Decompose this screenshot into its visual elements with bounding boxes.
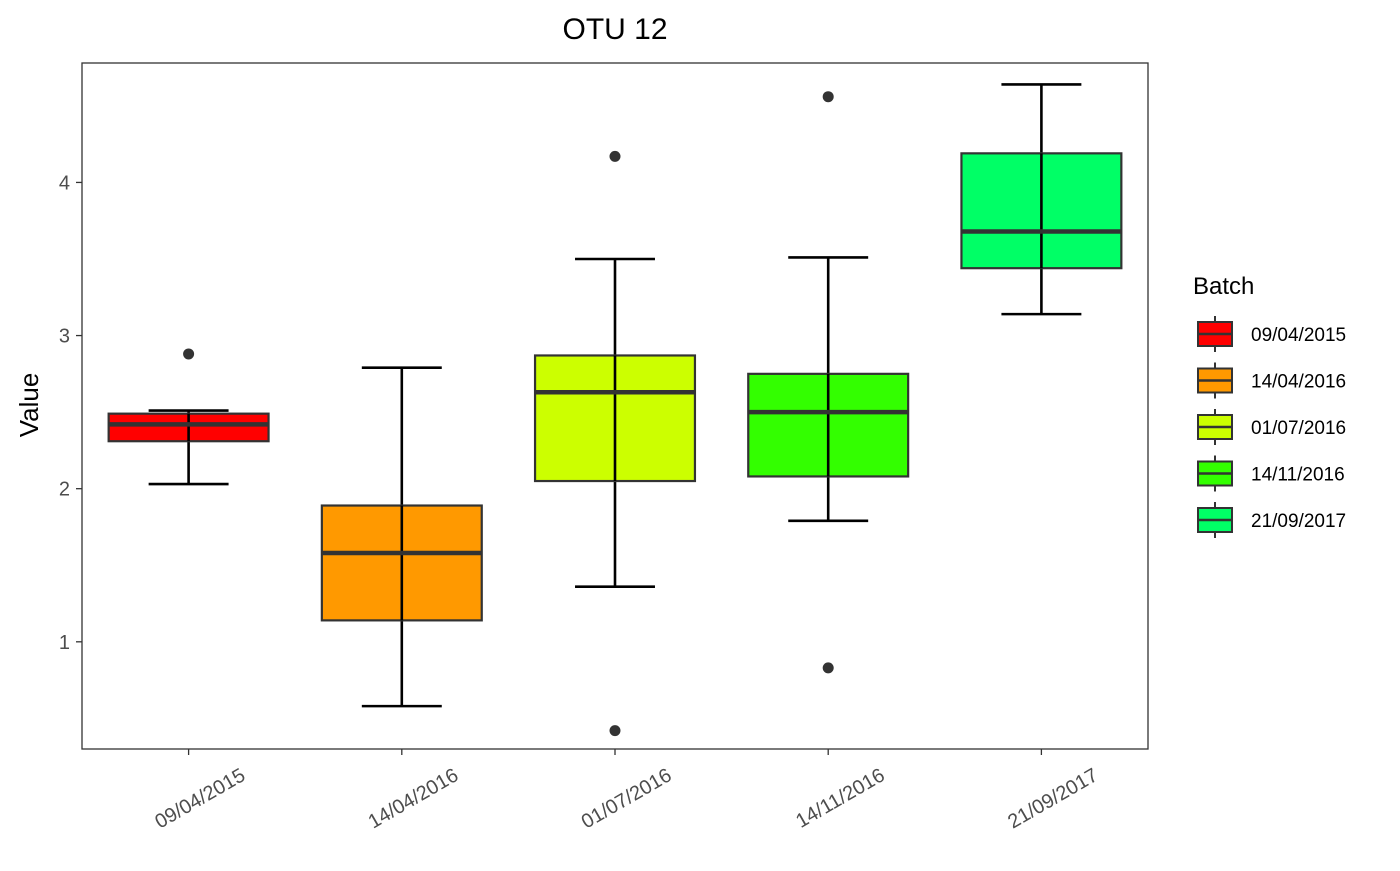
legend-item: 21/09/2017 bbox=[1197, 502, 1346, 538]
outlier-point bbox=[609, 725, 621, 737]
y-tick-label: 2 bbox=[59, 479, 70, 501]
box-group bbox=[747, 91, 910, 674]
legend-item: 14/11/2016 bbox=[1197, 455, 1345, 492]
box-group bbox=[533, 150, 697, 737]
legend-label: 14/04/2016 bbox=[1251, 372, 1346, 393]
legend-item: 09/04/2015 bbox=[1197, 316, 1346, 352]
legend-label: 09/04/2015 bbox=[1251, 325, 1346, 346]
y-tick-label: 4 bbox=[59, 172, 70, 194]
legend: 09/04/2015 14/04/2016 01/07/2016 14/11/2016… bbox=[1197, 316, 1346, 538]
legend-label: 21/09/2017 bbox=[1251, 511, 1346, 532]
box-group bbox=[107, 348, 270, 486]
x-tick-label: 21/09/2017 bbox=[1004, 764, 1102, 833]
box-group bbox=[960, 83, 1123, 316]
x-tick-label: 01/07/2016 bbox=[578, 764, 676, 833]
outlier-point bbox=[609, 150, 621, 162]
x-tick-label: 09/04/2015 bbox=[151, 764, 249, 833]
legend-label: 14/11/2016 bbox=[1251, 465, 1345, 486]
outlier-point bbox=[822, 662, 834, 674]
legend-item: 14/04/2016 bbox=[1197, 362, 1346, 399]
box-group bbox=[320, 366, 483, 708]
legend-title: Batch bbox=[1193, 273, 1254, 300]
chart-title: OTU 12 bbox=[562, 13, 667, 46]
x-tick-label: 14/11/2016 bbox=[792, 764, 888, 832]
outlier-point bbox=[183, 348, 195, 360]
legend-label: 01/07/2016 bbox=[1251, 418, 1346, 439]
outlier-point bbox=[822, 91, 834, 103]
x-tick-label: 14/04/2016 bbox=[365, 764, 463, 833]
legend-item: 01/07/2016 bbox=[1197, 409, 1346, 445]
y-tick-label: 3 bbox=[59, 326, 70, 348]
plot-area: 1 2 3 4 09/04/2015 14/04/2016 01/07/2016 14/11/… bbox=[59, 62, 1149, 833]
y-axis-title: Value bbox=[14, 373, 44, 438]
y-tick-label: 1 bbox=[59, 632, 70, 654]
